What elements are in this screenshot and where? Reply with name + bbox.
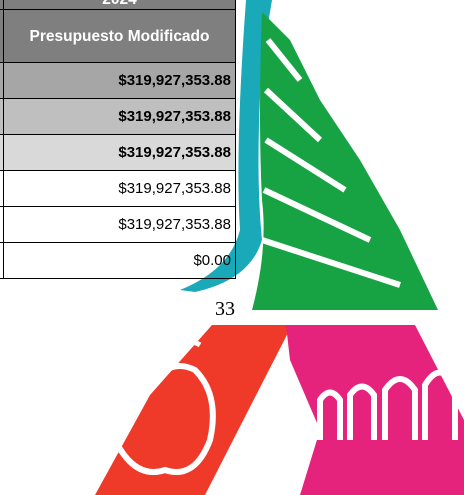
cell: $319,927,353.88 [3,170,236,207]
page-number: 33 [215,298,235,320]
cell: $319,927,353.88 [3,62,236,99]
logo-tree [252,12,438,310]
column-header: Presupuesto Modificado [3,9,236,63]
cell: $0.00 [3,242,236,279]
year-header: 2024 [3,0,236,10]
logo-apple-panel [95,325,292,495]
logo-building-arches [317,369,458,440]
budget-table: 2024 Presupuesto Modificado $319,927,353… [0,0,236,279]
logo-apple-stem [157,337,202,376]
logo-teal [180,0,272,292]
logo-tree-lines [261,38,401,288]
cell: $319,927,353.88 [3,206,236,243]
cell: $319,927,353.88 [3,134,236,171]
cell: $319,927,353.88 [3,98,236,135]
